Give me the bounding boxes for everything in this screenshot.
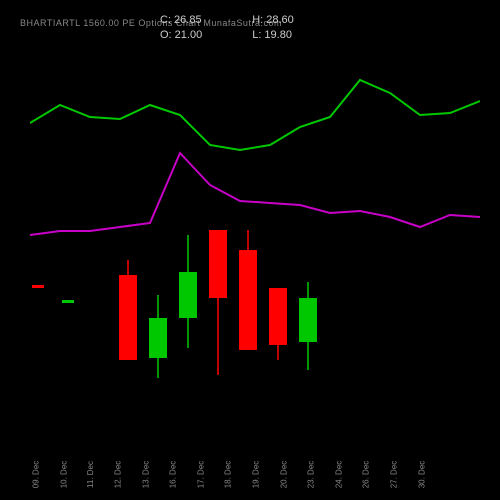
candlestick-area: [30, 230, 480, 420]
ohlc-panel: C: 26.85 O: 21.00 H: 28.60 L: 19.80: [160, 14, 294, 41]
candlesticks: [30, 230, 480, 420]
x-axis: 09. Dec10. Dec11. Dec12. Dec13. Dec16. D…: [30, 457, 480, 492]
low-value: L: 19.80: [252, 29, 294, 41]
open-value: O: 21.00: [160, 29, 202, 41]
x-axis-label: 30. Dec: [417, 461, 452, 489]
high-value: H: 28.60: [252, 14, 294, 26]
close-value: C: 26.85: [160, 14, 202, 26]
